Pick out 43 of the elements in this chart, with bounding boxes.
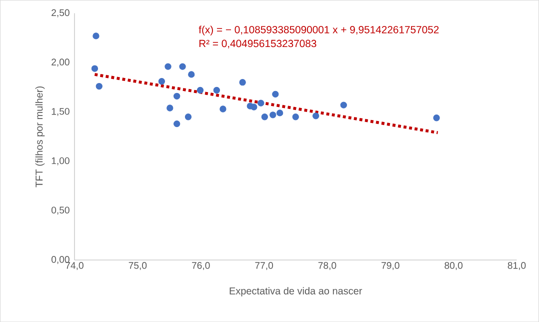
point	[196, 86, 204, 94]
point	[188, 71, 195, 78]
point	[250, 104, 258, 110]
point	[164, 63, 172, 70]
x-tick-label: 74,0	[66, 262, 84, 270]
y-axis-title: TFT (filhos por mulher)	[35, 86, 45, 188]
point	[292, 113, 299, 120]
point	[433, 114, 440, 122]
x-tick-label: 77,0	[255, 262, 273, 270]
annotation: R² = 0,404956153237083	[199, 40, 316, 48]
point	[270, 111, 276, 118]
y-tick-label: 2,50	[52, 9, 70, 18]
x-tick-label: 78,0	[318, 262, 336, 270]
point	[179, 63, 186, 70]
point	[258, 100, 264, 106]
point	[92, 32, 100, 40]
point	[276, 110, 284, 116]
point	[312, 112, 320, 120]
point	[96, 82, 102, 90]
point	[340, 102, 347, 108]
point	[239, 78, 246, 86]
x-axis-title: Expectativa de vida ao nascer	[230, 287, 362, 296]
point	[184, 113, 192, 120]
y-tick-label: 2,00	[52, 58, 70, 66]
y-tick-label: 1,50	[52, 108, 70, 116]
x-tick-label: 80,0	[444, 262, 463, 270]
x-tick-label: 81,0	[508, 262, 526, 270]
point	[91, 65, 98, 72]
point	[213, 86, 220, 94]
y-tick-label: 1,00	[52, 157, 70, 166]
point	[166, 104, 174, 112]
point	[174, 120, 180, 128]
point	[220, 106, 226, 112]
x-tick-label: 75,0	[128, 262, 147, 270]
y-tick-label: 0,50	[52, 206, 70, 215]
point	[272, 90, 279, 98]
annotation: f(x) = − 0,108593385090001 x + 9,95142261757052	[198, 26, 439, 36]
point	[174, 92, 180, 100]
y-tick-label: 0,00	[52, 256, 70, 264]
x-tick-label: 79,0	[382, 262, 400, 270]
point	[261, 113, 268, 120]
x-tick-label: 76,0	[192, 262, 210, 270]
point	[158, 78, 166, 85]
